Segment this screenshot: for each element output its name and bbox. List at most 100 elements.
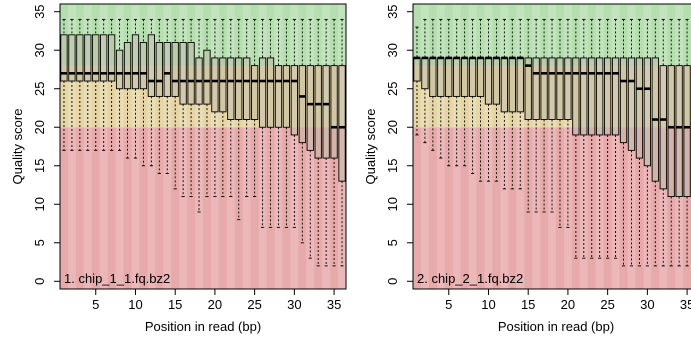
box-position-18 bbox=[195, 18, 203, 213]
interquartile-box bbox=[468, 57, 477, 97]
box-position-8 bbox=[115, 18, 124, 151]
box-position-13 bbox=[155, 18, 163, 174]
y-axis-title: Quality score bbox=[10, 109, 25, 185]
box-position-17 bbox=[187, 18, 195, 198]
interquartile-box bbox=[524, 57, 532, 120]
position-stripe bbox=[179, 4, 188, 289]
y-tick-label: 0 bbox=[385, 278, 400, 285]
interquartile-box bbox=[203, 49, 211, 105]
interquartile-box bbox=[298, 65, 306, 144]
plot-area bbox=[60, 4, 346, 289]
x-tick-label: 25 bbox=[247, 297, 261, 312]
interquartile-box bbox=[635, 57, 644, 159]
x-tick-label: 30 bbox=[287, 297, 301, 312]
x-tick-label: 10 bbox=[481, 297, 495, 312]
interquartile-box bbox=[604, 57, 612, 136]
box-position-9 bbox=[476, 18, 485, 182]
interquartile-box bbox=[445, 57, 453, 97]
box-position-23 bbox=[235, 18, 243, 221]
interquartile-box bbox=[476, 57, 485, 97]
box-position-29 bbox=[282, 18, 291, 228]
y-axis-title: Quality score bbox=[363, 109, 378, 185]
interquartile-box bbox=[675, 65, 683, 198]
interquartile-box bbox=[274, 65, 283, 128]
position-stripe bbox=[500, 4, 509, 289]
position-stripe bbox=[226, 4, 235, 289]
interquartile-box bbox=[643, 57, 651, 167]
box-position-3 bbox=[429, 18, 437, 151]
box-position-25 bbox=[251, 18, 259, 198]
box-position-14 bbox=[516, 18, 524, 190]
interquartile-box bbox=[437, 57, 445, 97]
box-position-13 bbox=[508, 18, 516, 190]
interquartile-box bbox=[290, 65, 298, 136]
box-position-22 bbox=[227, 18, 235, 198]
interquartile-box bbox=[453, 57, 461, 97]
position-stripe bbox=[274, 4, 283, 289]
position-stripe bbox=[484, 4, 493, 289]
interquartile-box bbox=[508, 57, 516, 113]
interquartile-box bbox=[266, 57, 275, 128]
interquartile-box bbox=[108, 34, 116, 82]
position-stripe bbox=[147, 4, 156, 289]
interquartile-box bbox=[627, 57, 636, 151]
box-position-24 bbox=[596, 18, 604, 259]
interquartile-box bbox=[596, 57, 604, 136]
box-position-28 bbox=[627, 18, 636, 267]
box-position-36 bbox=[338, 18, 346, 267]
x-tick-label: 5 bbox=[445, 297, 452, 312]
interquartile-box bbox=[322, 65, 330, 159]
box-position-27 bbox=[266, 18, 275, 228]
box-position-32 bbox=[659, 18, 667, 267]
y-tick-label: 30 bbox=[32, 43, 47, 57]
box-position-3 bbox=[76, 18, 84, 151]
box-position-35 bbox=[330, 18, 338, 267]
interquartile-box bbox=[683, 65, 691, 198]
y-tick-label: 35 bbox=[32, 4, 47, 18]
box-position-4 bbox=[84, 18, 92, 151]
interquartile-box bbox=[211, 57, 219, 113]
box-position-24 bbox=[243, 18, 251, 198]
y-tick-label: 20 bbox=[32, 120, 47, 134]
box-position-15 bbox=[524, 18, 532, 213]
interquartile-box bbox=[92, 34, 100, 82]
box-position-15 bbox=[171, 18, 179, 190]
box-position-5 bbox=[92, 18, 100, 151]
box-position-2 bbox=[421, 18, 429, 144]
interquartile-box bbox=[611, 57, 620, 136]
box-position-6 bbox=[453, 18, 461, 167]
interquartile-box bbox=[243, 57, 251, 120]
box-position-27 bbox=[619, 18, 628, 267]
interquartile-box bbox=[532, 57, 540, 120]
x-tick-label: 10 bbox=[128, 297, 142, 312]
interquartile-box bbox=[548, 57, 556, 120]
chart-panel-1: 5 10 15 20 25 30 35 0 5 10 15 20 25 30 35 Position in r… bbox=[10, 3, 347, 334]
box-position-18 bbox=[548, 18, 556, 213]
box-position-22 bbox=[580, 18, 588, 259]
box-position-9 bbox=[123, 18, 132, 159]
interquartile-box bbox=[187, 42, 195, 105]
box-position-25 bbox=[604, 18, 612, 259]
box-position-26 bbox=[611, 18, 620, 259]
box-position-10 bbox=[484, 18, 493, 182]
box-position-28 bbox=[274, 18, 283, 228]
position-stripe bbox=[468, 4, 477, 289]
position-stripe bbox=[290, 4, 299, 289]
interquartile-box bbox=[282, 65, 291, 128]
box-position-6 bbox=[100, 18, 108, 151]
box-position-19 bbox=[556, 18, 564, 228]
box-position-8 bbox=[468, 18, 477, 174]
plot-area bbox=[413, 4, 691, 289]
position-stripe bbox=[242, 4, 251, 289]
interquartile-box bbox=[131, 34, 140, 90]
quality-band-good bbox=[60, 4, 346, 66]
y-tick-label: 30 bbox=[385, 43, 400, 57]
interquartile-box bbox=[516, 57, 524, 113]
box-position-35 bbox=[683, 18, 691, 267]
x-tick-label: 35 bbox=[327, 297, 341, 312]
box-position-14 bbox=[163, 18, 171, 174]
y-tick-label: 10 bbox=[32, 197, 47, 211]
interquartile-box bbox=[115, 49, 124, 90]
y-tick-label: 5 bbox=[385, 239, 400, 246]
box-position-30 bbox=[643, 18, 651, 267]
